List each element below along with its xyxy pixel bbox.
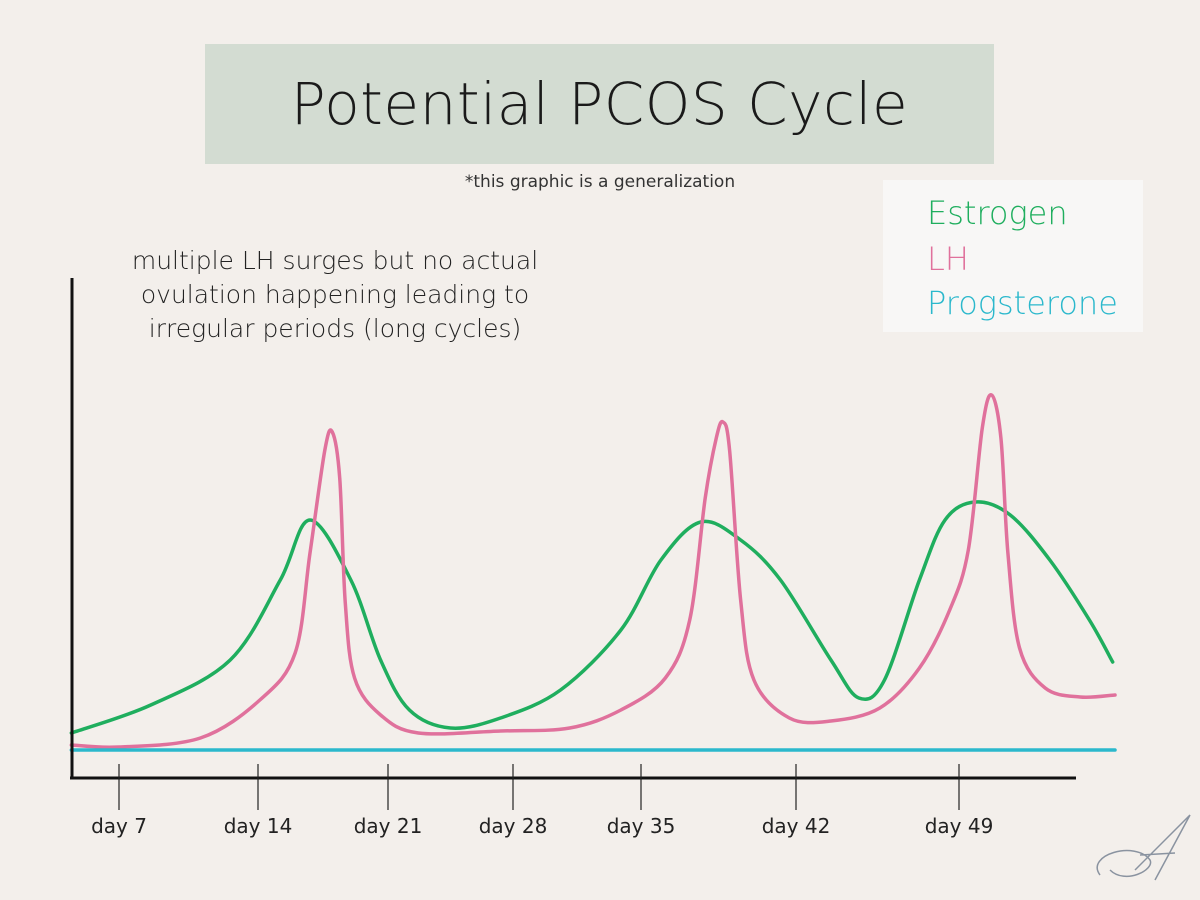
title-banner: Potential PCOS Cycle bbox=[205, 44, 994, 164]
annotation-line: multiple LH surges but no actual bbox=[131, 246, 539, 275]
series-line-lh bbox=[69, 393, 1117, 750]
annotation-line: ovulation happening leading to bbox=[140, 280, 530, 309]
x-tick-label: day 21 bbox=[354, 814, 423, 838]
annotation: multiple LH surges but no actual ovulati… bbox=[100, 244, 570, 346]
annotation-line: irregular periods (long cycles) bbox=[148, 314, 522, 343]
legend-lh: LH bbox=[927, 240, 969, 278]
legend: Estrogen LH Progsterone bbox=[883, 180, 1143, 332]
series-line-estrogen bbox=[69, 500, 1115, 735]
logo bbox=[1096, 814, 1191, 881]
legend-progesterone: Progsterone bbox=[927, 284, 1118, 322]
subtitle: *this graphic is a generalization bbox=[464, 172, 736, 192]
x-tick-label: day 7 bbox=[91, 814, 147, 838]
x-tick-label: day 35 bbox=[607, 814, 676, 838]
x-tick-label: day 49 bbox=[925, 814, 994, 838]
chart-title: Potential PCOS Cycle bbox=[290, 70, 909, 138]
x-tick-label: day 42 bbox=[762, 814, 831, 838]
x-tick-label: day 14 bbox=[224, 814, 293, 838]
legend-estrogen: Estrogen bbox=[927, 194, 1068, 232]
x-tick-label: day 28 bbox=[479, 814, 548, 838]
